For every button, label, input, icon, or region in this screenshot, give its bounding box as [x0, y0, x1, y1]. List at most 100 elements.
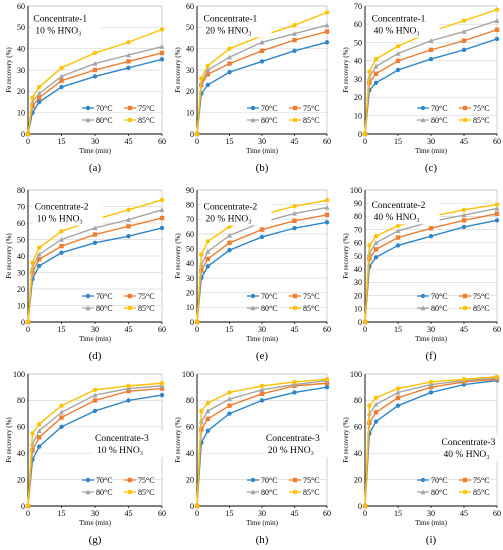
data-point — [92, 240, 98, 245]
label-background — [369, 198, 440, 225]
legend-label: 80°C — [261, 116, 278, 125]
legend-label: 75°C — [138, 104, 155, 113]
x-tick-label: 45 — [460, 137, 468, 146]
data-point — [494, 7, 500, 12]
data-point — [159, 50, 165, 56]
y-tick-label: 30 — [186, 66, 194, 75]
label-background — [201, 11, 272, 38]
data-point — [59, 78, 64, 83]
data-point — [395, 243, 401, 248]
data-point — [36, 84, 42, 90]
data-point — [259, 387, 265, 393]
data-point — [395, 235, 401, 240]
legend-marker — [292, 293, 298, 299]
x-tick-label: 45 — [291, 137, 299, 146]
data-point — [461, 18, 467, 23]
x-tick-label: 15 — [226, 509, 234, 518]
chart-panel-e: 0 10 20 30 40 50 60 70 80 90 0 15 30 45 60 Time (min) Fe… — [174, 186, 331, 362]
data-point — [395, 389, 401, 395]
chart-panel-b: 0 10 20 30 40 50 60 0 15 30 45 60 Time (min) Fe recov… — [174, 2, 331, 174]
data-point — [227, 61, 232, 66]
acid-label: 10 % HNO₃ — [97, 446, 143, 456]
data-point — [227, 396, 232, 402]
legend-item-t80: 80°C — [247, 488, 278, 497]
y-tick-label: 0 — [21, 502, 25, 511]
legend-item-t75: 75°C — [289, 476, 320, 485]
legend-item-t70: 70°C — [247, 476, 278, 485]
y-tick-label: 0 — [190, 318, 194, 327]
legend-label: 75°C — [473, 476, 490, 485]
legend-item-t70: 70°C — [82, 104, 113, 113]
y-tick-label: 20 — [186, 475, 194, 484]
label-background — [439, 435, 503, 462]
data-point — [461, 47, 467, 53]
y-axis-title: Fe recovery (%) — [342, 47, 350, 93]
data-point — [92, 408, 98, 414]
legend-item-t80: 80°C — [417, 304, 448, 313]
y-tick-label: 70 — [354, 2, 362, 11]
data-point — [59, 409, 64, 415]
x-tick-label: 15 — [58, 509, 66, 518]
legend-marker — [250, 293, 256, 299]
x-tick-label: 0 — [26, 509, 30, 518]
data-point — [227, 224, 232, 229]
data-point — [259, 227, 265, 232]
data-point — [194, 503, 200, 509]
x-tick-label: 60 — [323, 325, 331, 334]
y-tick-label: 60 — [354, 423, 362, 432]
legend-item-t75: 75°C — [124, 104, 155, 113]
data-point — [395, 228, 401, 234]
chart-panel-d: 0 10 20 30 40 50 60 70 80 0 15 30 45 60 Time (min) Fe r… — [5, 186, 166, 362]
data-point — [159, 43, 165, 49]
y-tick-label: 80 — [186, 200, 194, 209]
x-tick-label: 0 — [363, 325, 367, 334]
y-tick-label: 100 — [350, 186, 362, 195]
legend-item-t75: 75°C — [124, 292, 155, 301]
data-point — [59, 229, 64, 234]
legend-item-t80: 80°C — [247, 116, 278, 125]
data-point — [292, 210, 297, 216]
data-point — [92, 50, 98, 56]
x-tick-label: 15 — [226, 325, 234, 334]
x-tick-label: 60 — [493, 137, 501, 146]
chart-panel-a: 0 10 20 30 40 50 60 0 15 30 45 60 Time (min) Fe recov… — [5, 2, 166, 174]
legend-label: 85°C — [138, 488, 155, 497]
x-tick-label: 0 — [195, 325, 199, 334]
legend-label: 85°C — [303, 116, 320, 125]
data-point — [159, 27, 165, 32]
legend-label: 75°C — [303, 104, 320, 113]
legend-marker — [292, 117, 298, 123]
chart-panel-i: 0 20 40 60 80 100 0 15 30 45 60 Time (min) Fe recove… — [342, 370, 503, 546]
legend-item-t75: 75°C — [289, 292, 320, 301]
legend-label: 70°C — [261, 476, 278, 485]
legend-item-t85: 85°C — [124, 304, 155, 313]
data-point — [461, 212, 467, 218]
data-point — [292, 218, 297, 223]
y-tick-label: 80 — [186, 396, 194, 405]
x-tick-label: 0 — [26, 137, 30, 146]
x-axis-title: Time (min) — [246, 147, 278, 155]
panel-letter: (h) — [256, 534, 269, 546]
legend-label: 80°C — [96, 116, 113, 125]
data-point — [494, 18, 500, 23]
y-tick-label: 80 — [17, 186, 25, 195]
data-point — [159, 225, 165, 231]
legend-marker — [462, 477, 468, 483]
y-axis-title: Fe recovery (%) — [174, 47, 182, 93]
legend-marker — [462, 489, 468, 495]
data-point — [324, 381, 330, 386]
data-point — [461, 218, 467, 223]
data-point — [30, 260, 35, 265]
data-point — [324, 385, 330, 390]
y-axis-title: Fe recovery (%) — [5, 417, 13, 463]
data-point — [494, 36, 500, 42]
concentrate-label: Concentrate-2 — [204, 203, 258, 213]
y-tick-label: 20 — [354, 475, 362, 484]
legend: 70°C 75°C 80°C 85°C — [247, 476, 320, 497]
y-tick-label: 10 — [354, 112, 362, 121]
panel-letter: (c) — [425, 162, 438, 174]
panel-letter: (f) — [426, 350, 437, 362]
data-point — [324, 29, 330, 34]
y-tick-label: 30 — [354, 278, 362, 287]
data-point — [259, 59, 265, 64]
